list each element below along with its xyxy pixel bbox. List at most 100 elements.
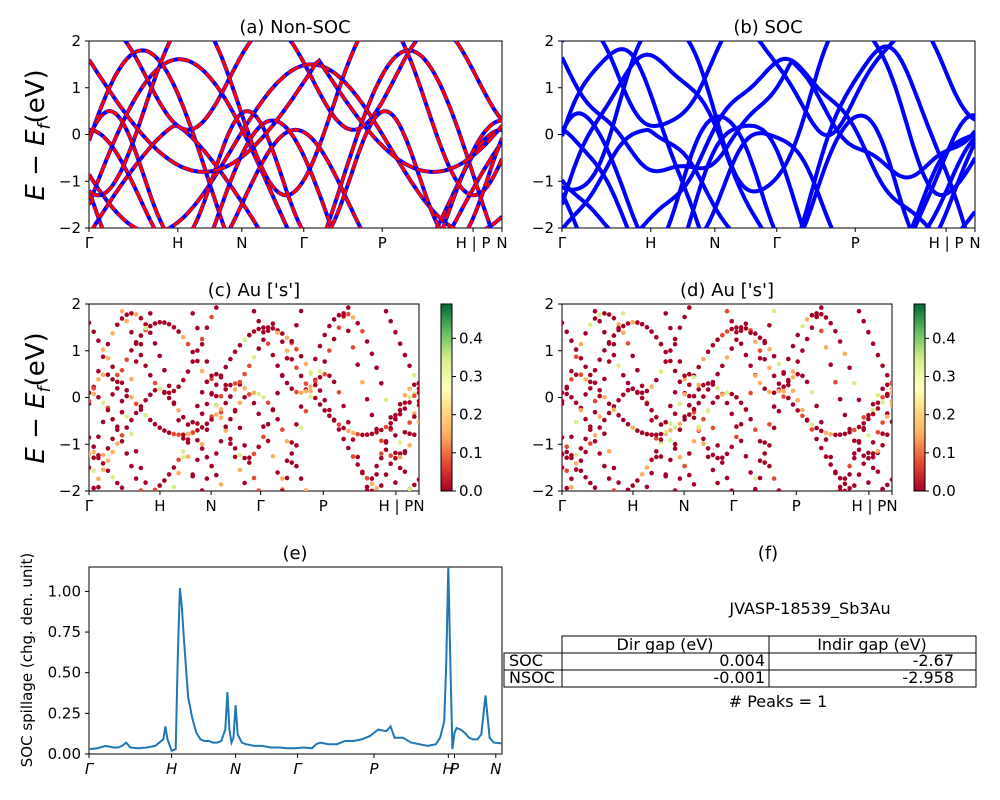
projection-point	[847, 463, 852, 469]
projection-point	[639, 395, 645, 401]
x-tick-label-a: P	[378, 234, 387, 252]
projection-point	[611, 404, 617, 409]
projection-point	[588, 441, 593, 446]
projection-point	[313, 395, 318, 401]
y-tick-label-a: −2	[59, 219, 81, 237]
y-tick-label-c: 0	[71, 389, 81, 407]
projection-point	[270, 407, 276, 412]
y-tick-label-d: 0	[544, 389, 554, 407]
projection-point	[771, 390, 777, 396]
projection-point	[294, 463, 299, 469]
projection-point	[298, 353, 304, 359]
projection-point	[630, 320, 635, 325]
projection-point	[346, 305, 351, 310]
projection-point	[148, 417, 153, 423]
projection-point	[256, 346, 262, 351]
projection-point	[842, 488, 848, 491]
projection-point	[89, 435, 92, 440]
projection-point	[138, 342, 144, 347]
projection-point	[880, 431, 885, 437]
projection-point	[866, 480, 871, 485]
projection-point	[592, 316, 598, 321]
projection-point	[115, 424, 120, 430]
projection-point	[369, 476, 375, 481]
projection-point	[346, 419, 351, 425]
projection-point	[364, 475, 370, 481]
projection-point	[129, 329, 134, 335]
projection-point	[247, 392, 252, 397]
projection-point	[644, 465, 650, 470]
projection-point	[308, 394, 313, 399]
projection-point	[734, 325, 739, 330]
projection-point	[720, 363, 725, 369]
projection-point	[861, 425, 866, 431]
band-line-soc	[562, 111, 975, 228]
projection-point	[181, 432, 186, 438]
projection-point	[715, 443, 720, 448]
projection-point	[705, 381, 711, 386]
band-line-soc	[562, 44, 968, 228]
projection-point	[261, 434, 266, 440]
projection-point	[265, 438, 271, 444]
projection-point	[355, 454, 361, 460]
projection-point	[355, 462, 361, 467]
projection-point	[195, 403, 200, 409]
projection-point	[767, 346, 772, 352]
projection-point	[738, 438, 744, 444]
projection-point	[129, 311, 134, 316]
projection-point	[129, 376, 134, 382]
projection-point	[658, 437, 664, 442]
projection-point	[124, 357, 129, 363]
projection-point	[195, 325, 200, 331]
projection-point	[223, 364, 228, 370]
projection-point	[190, 419, 195, 425]
x-tick-label-d: N	[886, 497, 897, 515]
projection-point	[91, 485, 96, 491]
projection-point	[105, 468, 111, 474]
projection-point	[171, 388, 177, 394]
projection-point	[734, 424, 739, 429]
projection-point	[606, 476, 612, 481]
projection-point	[852, 427, 857, 433]
projection-point	[866, 416, 871, 422]
projection-point	[852, 483, 857, 488]
projection-point	[218, 393, 224, 399]
projection-point	[875, 449, 881, 454]
projection-point	[852, 455, 857, 461]
projection-point	[96, 455, 101, 461]
projection-point	[115, 322, 120, 328]
projection-point	[416, 402, 419, 408]
projection-point	[753, 488, 758, 491]
projection-point	[265, 421, 271, 427]
projection-point	[635, 389, 640, 395]
panel-e-plot: Γ H N Γ P HP N0.000.250.500.751.00	[48, 566, 503, 778]
projection-point	[866, 433, 871, 438]
projection-point	[237, 467, 243, 473]
projection-point	[790, 388, 796, 393]
projection-point	[218, 415, 224, 421]
projection-point	[412, 432, 417, 438]
projection-point	[256, 488, 261, 491]
projection-point	[383, 397, 389, 403]
projection-point	[672, 488, 678, 491]
projection-point	[294, 443, 299, 448]
projection-point	[771, 373, 777, 379]
projection-point	[181, 377, 186, 383]
projection-point	[611, 407, 617, 413]
projection-point	[369, 488, 375, 491]
projection-point	[412, 393, 417, 399]
projection-point	[289, 386, 295, 392]
projection-point	[602, 348, 607, 353]
projection-point	[341, 313, 346, 319]
projection-point	[767, 365, 772, 371]
projection-point	[105, 372, 111, 378]
projection-point	[677, 476, 683, 481]
projection-point	[383, 424, 389, 430]
projection-point	[284, 348, 290, 353]
projection-point	[148, 330, 153, 336]
x-tick-label-e: Γ	[293, 760, 303, 778]
projection-point	[199, 441, 205, 447]
projection-point	[336, 422, 342, 427]
